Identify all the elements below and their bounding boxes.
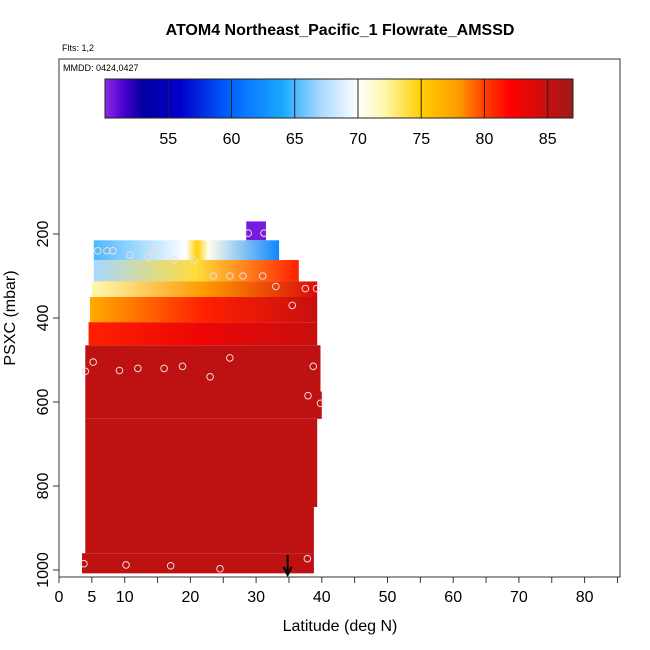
colorbar-tick-label: 80 [476,131,494,148]
chart-title: ATOM4 Northeast_Pacific_1 Flowrate_AMSSD [166,22,515,39]
data-point [206,373,214,381]
data-point [81,367,90,376]
x-tick-label: 60 [444,589,462,606]
data-point [166,562,175,570]
data-band [81,553,314,574]
data-point [178,362,187,371]
colorbar-tick-label: 85 [539,131,557,148]
data-band [93,240,280,261]
data-point [115,366,124,375]
data-point [150,247,159,255]
x-tick-label: 40 [313,589,331,606]
data-point [272,282,280,291]
data-band [89,297,318,323]
y-tick-label: 1000 [35,552,52,588]
x-axis: 0 5 10 20 30 40 50 60 70 80 [55,577,618,606]
x-tick-label: 5 [87,589,96,606]
data-point [170,256,178,264]
data-band [246,221,266,241]
data-band [85,507,314,554]
data-band [85,391,322,419]
data-point [303,554,312,563]
data-point [304,391,312,400]
y-tick-label: 200 [35,221,52,248]
data-band [91,281,318,297]
colorbar-tick-label: 70 [349,131,367,148]
data-point [144,253,153,261]
y-axis-label: PSXC (mbar) [2,270,19,365]
data-point [80,559,88,568]
y-axis: 200 400 600 800 1000 [35,221,59,588]
x-tick-label: 70 [510,589,528,606]
data-point [134,364,142,373]
x-tick-label: 30 [247,589,265,606]
colorbar: 55 60 65 70 75 80 85 [104,78,574,148]
data-points [80,229,325,573]
data-band [93,260,299,282]
data-point [309,362,318,371]
data-point [258,272,267,280]
x-tick-label: 0 [55,589,64,606]
data-point [288,301,297,310]
colorbar-tick-label: 75 [412,131,430,148]
data-band [85,345,321,392]
data-point [103,247,111,255]
data-point [189,256,198,264]
data-point [89,358,97,366]
data-point [226,272,234,280]
x-tick-label: 80 [576,589,594,606]
colorbar-tick-label: 55 [159,131,177,148]
colorbar-tick-label: 60 [223,131,241,148]
arrow-head [282,566,293,578]
date-note: MMDD: 0424,0427 [63,63,139,73]
x-tick-label: 50 [379,589,397,606]
data-band [85,418,318,507]
data-point [316,399,325,408]
data-point [122,561,130,569]
data-bands [81,221,322,574]
y-tick-label: 600 [35,389,52,416]
data-point [216,564,224,573]
data-point [126,251,134,259]
data-point [160,364,168,373]
y-tick-label: 400 [35,305,52,332]
data-point [209,272,218,280]
x-tick-label: 20 [182,589,200,606]
colorbar-bar [104,78,574,119]
data-point [239,272,247,280]
latitude-marker-arrow [282,555,293,578]
y-tick-label: 800 [35,473,52,500]
data-point [93,247,102,255]
colorbar-tick-label: 65 [286,131,304,148]
x-axis-label: Latitude (deg N) [283,618,398,635]
data-point [109,247,117,255]
flights-note: Flts: 1,2 [62,43,94,53]
data-band [88,322,318,346]
data-point [301,284,310,293]
data-point [312,284,321,293]
data-point [226,354,234,362]
data-point [244,229,253,237]
data-point [260,229,268,237]
x-tick-label: 10 [116,589,134,606]
